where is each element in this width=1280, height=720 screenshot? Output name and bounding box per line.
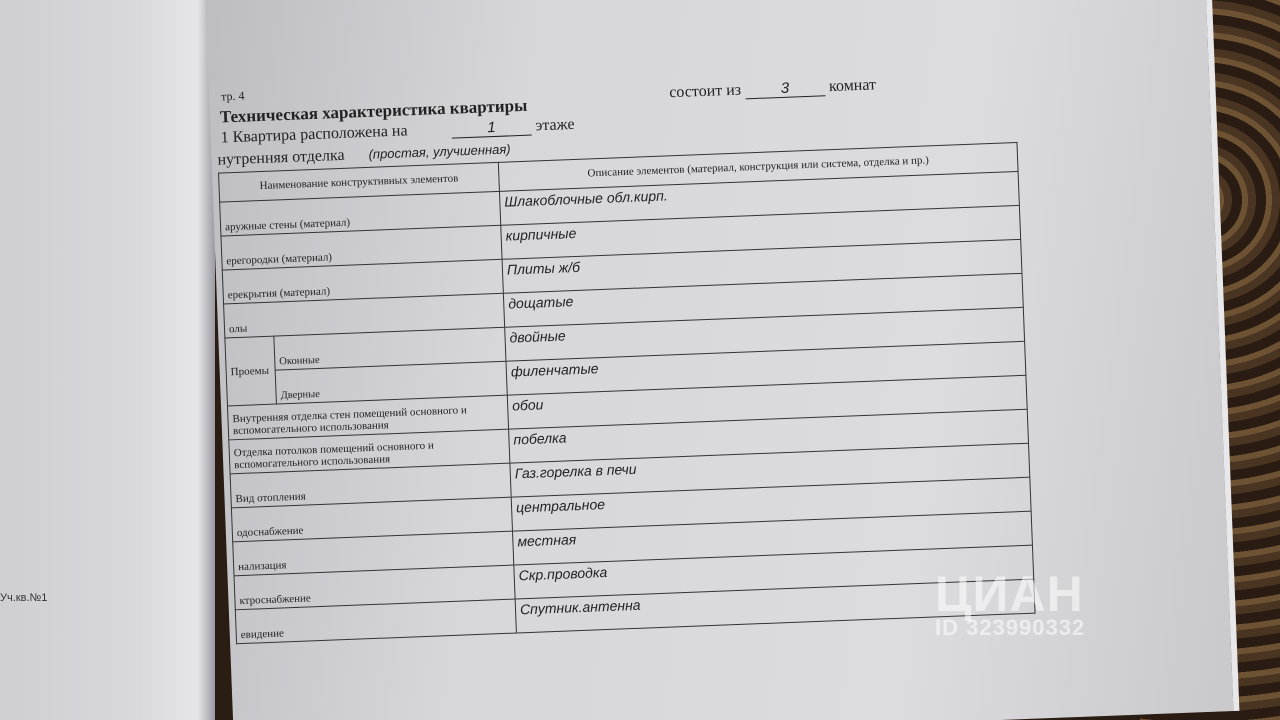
row-name: Проемы — [224, 336, 277, 406]
floor-value: 1 — [451, 117, 532, 139]
finish-label: нутренняя отделка — [217, 146, 345, 169]
finish-hint: (простая, улучшенная) — [368, 141, 511, 162]
left-page-note: Уч.кв.№1 — [0, 592, 48, 604]
watermark-id: ID 323990332 — [935, 615, 1086, 640]
rooms-label: состоит из — [668, 81, 742, 102]
rooms-line: состоит из 3 комнат — [669, 76, 876, 102]
page-number: тр. 4 — [220, 88, 245, 104]
cian-watermark: ЦИАН ID 323990332 — [935, 565, 1085, 641]
floor-suffix: этаже — [535, 115, 575, 135]
rooms-suffix: комнат — [828, 76, 877, 96]
left-page: Уч.кв.№1 — [0, 0, 215, 720]
characteristics-table: Наименование конструктивных элементов Оп… — [218, 142, 1036, 644]
watermark-logo: ЦИАН — [935, 566, 1084, 622]
rooms-value: 3 — [744, 78, 826, 100]
